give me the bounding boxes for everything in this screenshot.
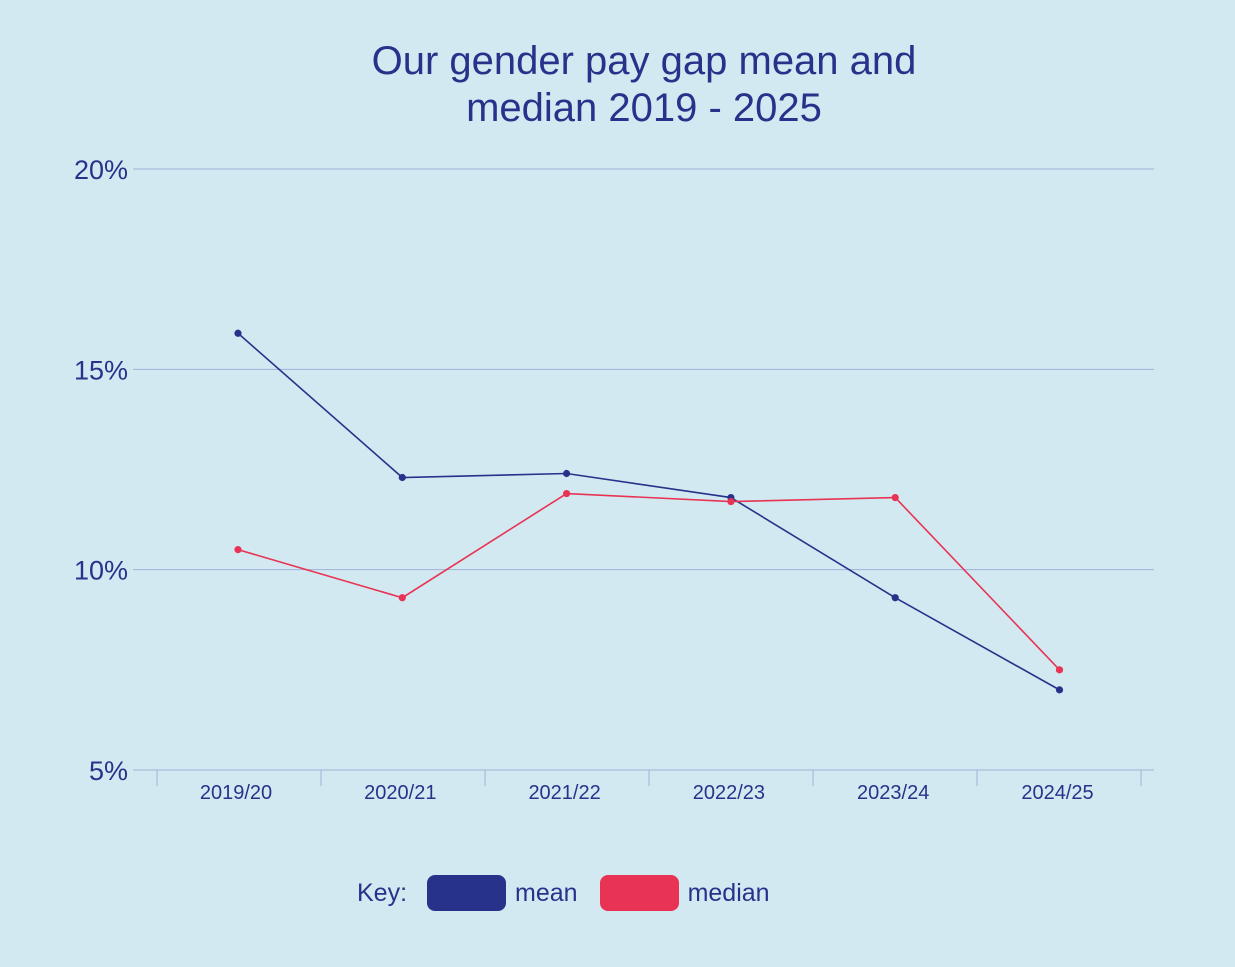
y-tick-label: 15%: [74, 355, 128, 385]
data-point-median: [234, 546, 242, 554]
data-point-mean: [234, 329, 242, 337]
y-tick-label: 20%: [74, 155, 128, 185]
data-point-mean: [563, 469, 571, 478]
chart-title-line-1: Our gender pay gap mean and: [371, 39, 917, 83]
legend-item-mean: mean: [427, 875, 578, 911]
x-tick-label: 2019/20: [200, 782, 272, 804]
x-tick-label: 2020/21: [364, 782, 436, 804]
legend: Key: mean median: [357, 875, 792, 911]
y-tick-label: 5%: [89, 756, 128, 786]
series-line-median: [237, 492, 1061, 671]
legend-label-median: median: [687, 878, 770, 907]
x-tick-label: 2022/23: [693, 782, 765, 804]
y-tick-label: 10%: [74, 556, 128, 586]
data-point-median: [398, 594, 406, 602]
legend-swatch-mean: [427, 875, 507, 911]
legend-key-label: Key:: [357, 878, 408, 907]
data-point-median: [1055, 666, 1064, 674]
legend-item-median: median: [599, 875, 770, 911]
data-point-mean: [891, 594, 899, 602]
x-tick-label: 2024/25: [1021, 782, 1093, 804]
data-point-mean: [1055, 686, 1064, 694]
chart-title-line-2: median 2019 - 2025: [466, 86, 822, 130]
data-point-median: [727, 497, 735, 506]
x-tick-label: 2021/22: [528, 782, 600, 804]
data-point-mean: [398, 473, 406, 482]
legend-swatch-median: [599, 875, 679, 911]
legend-label-mean: mean: [515, 878, 578, 907]
chart-title: Our gender pay gap mean and median 2019 …: [0, 38, 1235, 132]
series-line-mean: [237, 332, 1060, 691]
data-point-median: [563, 489, 571, 498]
x-tick-label: 2023/24: [857, 782, 929, 804]
data-point-median: [891, 493, 899, 502]
